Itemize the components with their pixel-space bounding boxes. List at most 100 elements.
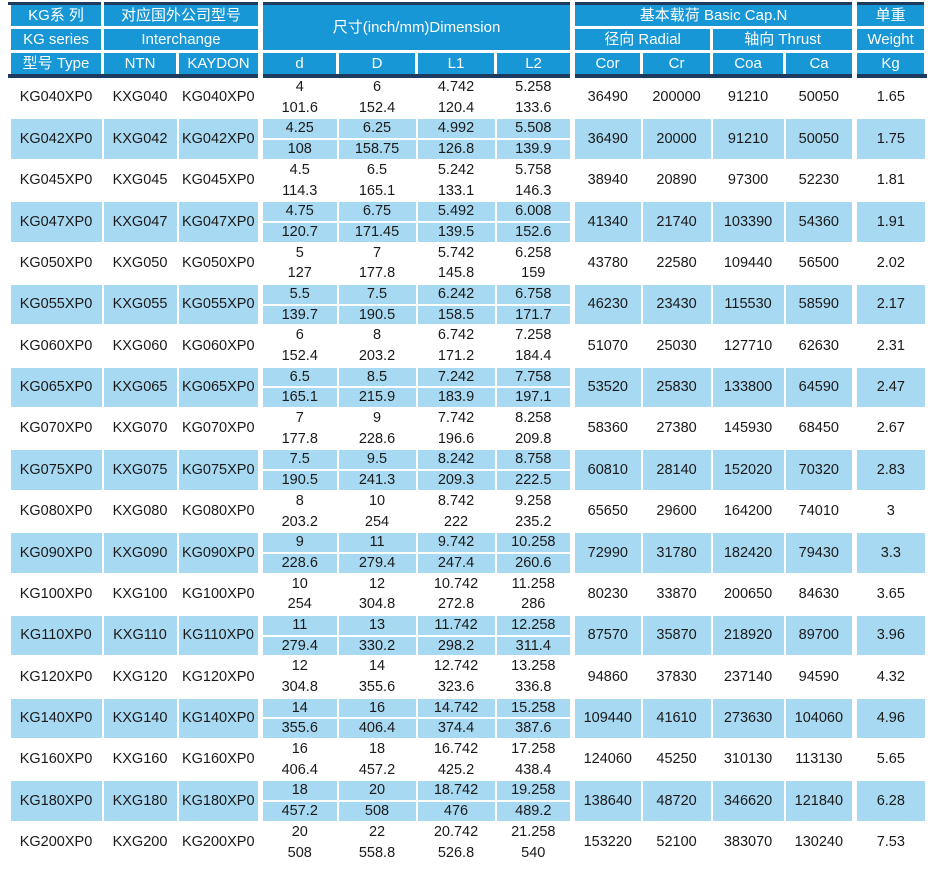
cell-D-mm: 203.2 [336, 344, 418, 368]
table-row: KG047XP0 KXG047 KG047XP0 4.75 6.75 5.492 6.008… [8, 200, 927, 244]
cell-type: KG047XP0 [8, 200, 104, 244]
cell-kaydon: KG060XP0 [176, 324, 262, 368]
cell-d-mm: 152.4 [258, 344, 339, 368]
cell-weight: 6.28 [852, 779, 927, 823]
cell-weight: 3.3 [852, 531, 927, 575]
table-row: KG110XP0 KXG110 KG110XP0 11 13 11.742 12.258 87… [8, 613, 927, 658]
cell-cr: 25830 [640, 365, 713, 410]
cell-d-inch: 16 [258, 738, 339, 761]
cell-L2-mm: 489.2 [494, 800, 574, 823]
cell-d-mm: 120.7 [258, 220, 339, 244]
cell-ntn: KXG110 [101, 613, 179, 658]
header-interchange-en: Interchange [100, 26, 263, 53]
cell-D-mm: 177.8 [336, 262, 418, 285]
cell-cr: 23430 [640, 282, 713, 327]
cell-D-mm: 279.4 [336, 551, 418, 575]
cell-L1-mm: 247.4 [415, 551, 497, 575]
cell-cor: 138640 [570, 779, 643, 823]
cell-L1-inch: 8.742 [415, 489, 497, 513]
cell-coa: 237140 [710, 655, 786, 699]
cell-L2-mm: 438.4 [494, 758, 574, 782]
cell-ca: 113130 [783, 737, 856, 782]
cell-cr: 20000 [640, 117, 713, 161]
cell-L2-mm: 146.3 [494, 179, 574, 203]
cell-kaydon: KG040XP0 [176, 74, 262, 120]
cell-kaydon: KG120XP0 [176, 655, 262, 699]
table-row: 508 558.8 526.8 540 [10, 841, 926, 865]
cell-cor: 60810 [570, 448, 643, 492]
cell-cor: 41340 [570, 200, 643, 244]
cell-D-inch: 8.5 [336, 365, 418, 389]
table-row: 139.7 190.5 158.5 171.7 [10, 303, 926, 327]
table-row: 406.4 457.2 425.2 438.4 [10, 758, 926, 782]
cell-d-mm: 254 [258, 593, 339, 616]
cell-kaydon: KG075XP0 [176, 448, 262, 492]
cell-ca: 54360 [783, 200, 856, 244]
cell-L2-mm: 222.5 [494, 469, 574, 492]
cell-d-inch: 11 [258, 613, 339, 637]
cell-coa: 383070 [710, 820, 786, 865]
table-row: 177.8 228.6 196.6 209.8 [10, 427, 926, 451]
cell-weight: 4.32 [852, 655, 927, 699]
cell-cor: 65650 [570, 489, 643, 534]
cell-type: KG140XP0 [8, 696, 104, 741]
cell-D-inch: 9.5 [336, 448, 418, 472]
cell-cor: 72990 [570, 531, 643, 575]
cell-L1-mm: 526.8 [415, 841, 497, 865]
cell-L1-mm: 374.4 [415, 717, 497, 740]
cell-D-inch: 7.5 [336, 282, 418, 306]
cell-type: KG180XP0 [8, 779, 104, 823]
header-kaydon: KAYDON [175, 50, 263, 78]
cell-D-inch: 11 [336, 531, 418, 554]
cell-D-inch: 16 [336, 696, 418, 720]
cell-weight: 1.81 [852, 158, 927, 203]
header-type: 型号 Type [8, 50, 104, 78]
cell-ntn: KXG120 [101, 655, 179, 699]
cell-L2-mm: 286 [494, 593, 574, 616]
header-radial: 径向 Radial [570, 26, 714, 53]
table-row: KG200XP0 KXG200 KG200XP0 20 22 20.742 21.258 15… [8, 820, 927, 865]
cell-ntn: KXG075 [101, 448, 179, 492]
cell-type: KG055XP0 [8, 282, 104, 327]
cell-type: KG075XP0 [8, 448, 104, 492]
cell-ca: 64590 [783, 365, 856, 410]
cell-coa: 346620 [710, 779, 786, 823]
cell-D-inch: 6.75 [336, 200, 418, 223]
cell-L2-mm: 152.6 [494, 220, 574, 244]
cell-d-mm: 101.6 [258, 96, 339, 120]
cell-kaydon: KG047XP0 [176, 200, 262, 244]
cell-weight: 1.75 [852, 117, 927, 161]
cell-D-inch: 13 [336, 613, 418, 637]
cell-coa: 218920 [710, 613, 786, 658]
cell-L1-mm: 323.6 [415, 675, 497, 699]
cell-cr: 35870 [640, 613, 713, 658]
cell-ca: 62630 [783, 324, 856, 368]
cell-L2-mm: 311.4 [494, 634, 574, 658]
header-kg-series-cn: KG系 列 [8, 2, 104, 29]
header-col-L2: L2 [494, 50, 575, 78]
header-col-D: D [336, 50, 419, 78]
header-ntn: NTN [101, 50, 179, 78]
cell-d-inch: 4.75 [258, 200, 339, 223]
table-row: 190.5 241.3 209.3 222.5 [10, 469, 926, 492]
cell-L2-mm: 209.8 [494, 427, 574, 451]
table-row: 203.2 254 222 235.2 [10, 510, 926, 534]
cell-type: KG070XP0 [8, 406, 104, 451]
cell-d-mm: 108 [258, 138, 339, 161]
cell-ntn: KXG065 [101, 365, 179, 410]
cell-kaydon: KG110XP0 [176, 613, 262, 658]
cell-L2-inch: 19.258 [494, 779, 574, 803]
table-row: KG160XP0 KXG160 KG160XP0 16 18 16.742 17.258 12… [8, 737, 927, 782]
cell-ca: 74010 [783, 489, 856, 534]
cell-cr: 33870 [640, 572, 713, 616]
cell-ntn: KXG060 [101, 324, 179, 368]
cell-D-inch: 22 [336, 820, 418, 844]
cell-L1-mm: 183.9 [415, 386, 497, 409]
header-col-cor: Cor [570, 50, 644, 78]
cell-L2-inch: 10.258 [494, 531, 574, 554]
cell-kaydon: KG042XP0 [176, 117, 262, 161]
cell-coa: 145930 [710, 406, 786, 451]
cell-L1-inch: 7.742 [415, 407, 497, 430]
header-weight-cn: 单重 [852, 2, 928, 29]
cell-L2-inch: 9.258 [494, 489, 574, 513]
